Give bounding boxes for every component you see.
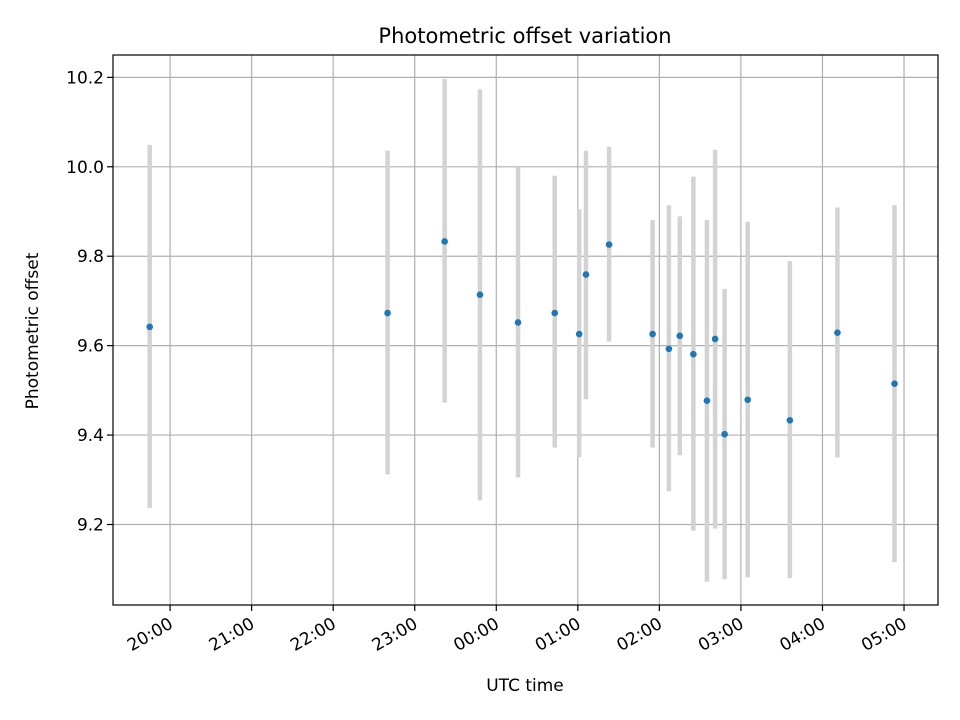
x-tick-label: 03:00	[695, 614, 747, 656]
data-point	[575, 330, 583, 338]
x-tick-label: 20:00	[124, 614, 176, 656]
x-axis-label: UTC time	[486, 676, 564, 696]
grid-layer	[113, 55, 938, 605]
y-tick-label: 9.8	[77, 247, 104, 267]
x-tick-label: 05:00	[858, 614, 910, 656]
x-tick-label: 02:00	[613, 614, 665, 656]
data-point	[649, 330, 656, 338]
data-point	[146, 323, 153, 331]
data-point	[605, 241, 613, 248]
chart-title: Photometric offset variation	[378, 24, 671, 48]
x-tick-label: 00:00	[450, 614, 502, 656]
y-tick-label: 10.0	[66, 158, 104, 178]
tick-layer: 20:00 21:00 22:00 23:00 00:00 01:00 02:00 03:00…	[66, 68, 910, 655]
x-tick-label: 04:00	[777, 614, 829, 656]
data-point	[703, 397, 711, 404]
x-tick-label: 01:00	[532, 614, 584, 656]
y-tick-label: 10.2	[66, 68, 104, 88]
x-tick-label: 21:00	[206, 614, 258, 656]
data-point	[676, 332, 684, 340]
y-tick-label: 9.6	[77, 337, 104, 357]
data-point	[582, 271, 590, 278]
data-point	[690, 350, 697, 358]
x-tick-label: 23:00	[369, 614, 421, 656]
data-point	[665, 345, 673, 353]
data-point	[744, 396, 752, 404]
point-layer	[146, 238, 898, 438]
data-point	[551, 309, 559, 317]
data-point	[891, 380, 898, 387]
x-tick-label: 22:00	[287, 614, 339, 656]
data-point	[721, 430, 728, 438]
y-tick-label: 9.2	[77, 516, 104, 536]
plot-area-frame	[112, 54, 939, 606]
data-point	[711, 335, 719, 343]
y-axis-label: Photometric offset	[23, 252, 43, 409]
y-tick-label: 9.4	[77, 426, 104, 446]
data-point	[834, 329, 841, 336]
data-point	[476, 291, 484, 298]
data-point	[441, 238, 448, 245]
data-point	[384, 309, 391, 317]
data-point	[514, 319, 522, 326]
data-point	[786, 417, 794, 424]
errorbar-layer	[147, 79, 897, 582]
